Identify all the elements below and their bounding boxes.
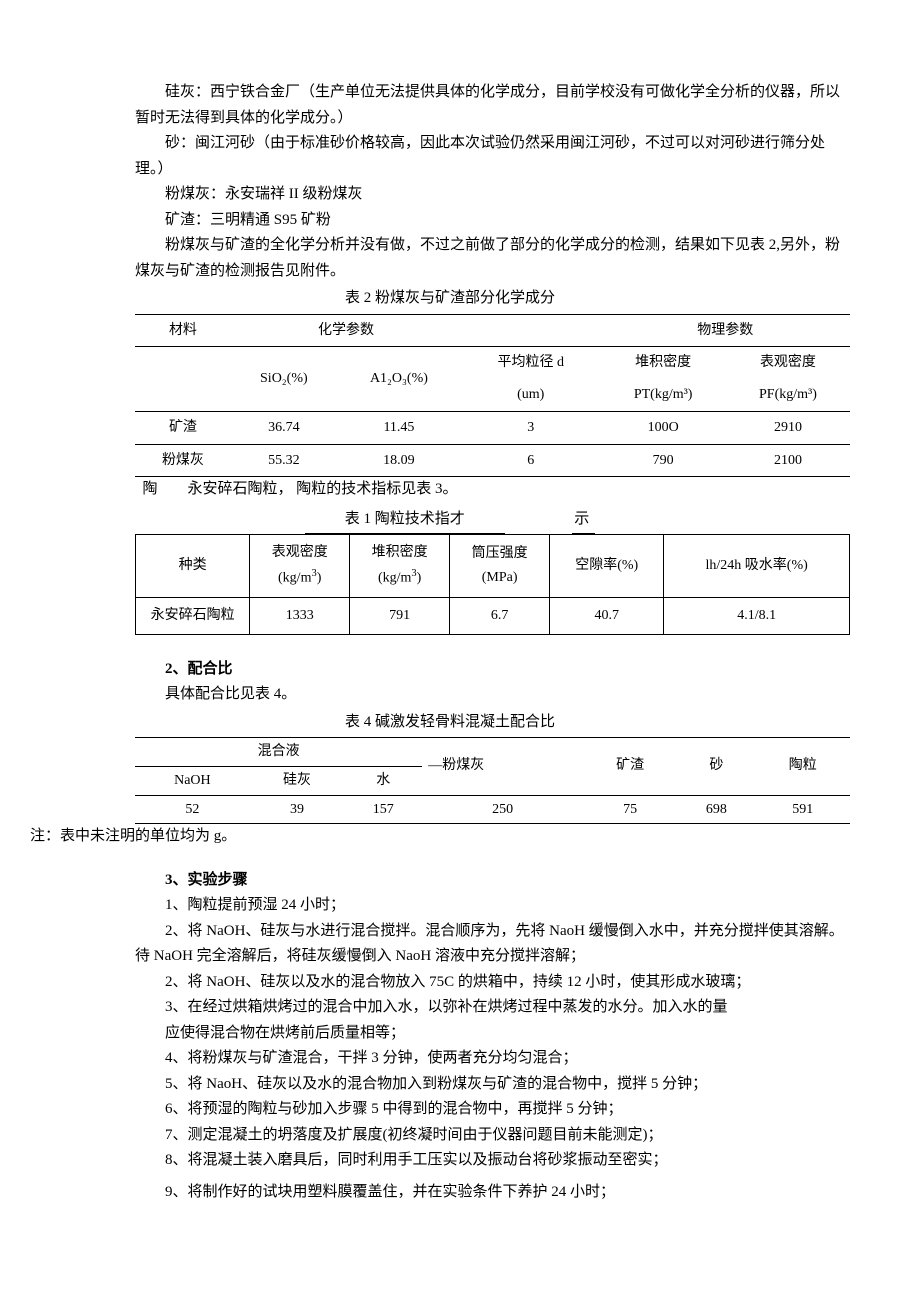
table4-col-tao: 陶粒 [755,738,850,796]
table4-row-water: 157 [344,795,422,824]
section3-item-4: 应使得混合物在烘烤前后质量相等； [135,1021,850,1047]
table2-col-app-a: 表观密度 [726,347,850,379]
table4-col-naoh: NaOH [135,766,250,795]
table4-col-mix: 混合液 [135,738,422,767]
section2-heading: 2、配合比 [135,657,850,683]
section3-item-2: 2、将 NaOH、硅灰以及水的混合物放入 75C 的烘箱中，持续 12 小时，使… [135,970,850,996]
table2-col-chem: 化学参数 [231,314,461,347]
tao-line: 陶 永安碎石陶粒， 陶粒的技术指标见表 3。 [135,477,850,503]
section3-item-0: 1、陶粒提前预湿 24 小时； [135,893,850,919]
table2-r0-d: 3 [461,411,600,444]
section3-item-9: 8、将混凝土装入磨具后，同时利用手工压实以及振动台将砂浆振动至密实； [135,1148,850,1174]
intro-p1: 硅灰：西宁铁合金厂（生产单位无法提供具体的化学成分，目前学校没有可做化学全分析的… [135,80,850,131]
table4-row-slag: 75 [583,795,678,824]
table1-row-comp: 6.7 [450,597,550,634]
table2-col-material: 材料 [135,314,231,347]
intro-p4: 矿渣：三明精通 S95 矿粉 [135,208,850,234]
intro-p5: 粉煤灰与矿渣的全化学分析并没有做，不过之前做了部分的化学成分的检测，结果如下见表… [135,233,850,284]
table4-col-si: 硅灰 [250,766,345,795]
table2-col-sio2: SiO₂(%) [231,347,337,412]
tao-char: 陶 [135,477,165,503]
table2-col-al2o3: A1₂O₃(%) [337,347,461,412]
table4-col-water: 水 [344,766,422,795]
table2-title: 表 2 粉煤灰与矿渣部分化学成分 [30,286,870,312]
table4: 混合液 —粉煤灰 矿渣 砂 陶粒 NaOH 硅灰 水 52 39 157 250… [135,737,850,824]
table1-col-abs: lh/24h 吸水率(%) [664,535,850,597]
table4-row-flyash: 250 [422,795,583,824]
section3-item-10: 9、将制作好的试块用塑料膜覆盖住，并在实验条件下养护 24 小时； [135,1180,850,1206]
table2-col-bulk-b: PT(kg/m³) [600,379,725,411]
section3-item-3: 3、在经过烘箱烘烤过的混合中加入水，以弥补在烘烤过程中蒸发的水分。加入水的量 [135,995,850,1021]
table4-wrapper: 混合液 —粉煤灰 矿渣 砂 陶粒 NaOH 硅灰 水 52 39 157 250… [135,737,850,824]
table1-col-comp: 筒压强度(MPa) [450,535,550,597]
table2: 材料 化学参数 物理参数 SiO₂(%) A1₂O₃(%) 平均粒径 d 堆积密… [135,314,850,478]
table2-col-d-a: 平均粒径 d [461,347,600,379]
table1-title-a: 表 1 陶粒技术指才 [305,507,505,535]
table1-row-abs: 4.1/8.1 [664,597,850,634]
section2: 2、配合比 具体配合比见表 4。 [135,657,850,708]
section3: 3、实验步骤 1、陶粒提前预湿 24 小时； 2、将 NaOH、硅灰与水进行混合… [135,868,850,1206]
section3-item-7: 6、将预湿的陶粒与砂加入步骤 5 中得到的混合物中，再搅拌 5 分钟； [135,1097,850,1123]
table4-col-flyash: —粉煤灰 [422,738,583,796]
table1-row-bulk: 791 [350,597,450,634]
table2-r0-app: 2910 [726,411,850,444]
section3-heading: 3、实验步骤 [135,868,850,894]
section3-item-6: 5、将 NaoH、硅灰以及水的混合物加入到粉煤灰与矿渣的混合物中，搅拌 5 分钟… [135,1072,850,1098]
table1-row-void: 40.7 [550,597,664,634]
table2-col-bulk-a: 堆积密度 [600,347,725,379]
table4-row-sand: 698 [677,795,755,824]
tao-desc: 永安碎石陶粒， 陶粒的技术指标见表 3。 [188,481,458,497]
table1-col-void: 空隙率(%) [550,535,664,597]
table2-r1-mat: 粉煤灰 [135,444,231,477]
section3-item-5: 4、将粉煤灰与矿渣混合，干拌 3 分钟，使两者充分均匀混合； [135,1046,850,1072]
intro-p3: 粉煤灰：永安瑞祥 II 级粉煤灰 [135,182,850,208]
intro-p2: 砂：闽江河砂（由于标准砂价格较高，因此本次试验仍然采用闽江河砂，不过可以对河砂进… [135,131,850,182]
table4-row-naoh: 52 [135,795,250,824]
table2-col-app-b: PF(kg/m³) [726,379,850,411]
table2-r1-al2o3: 18.09 [337,444,461,477]
table2-wrapper: 材料 化学参数 物理参数 SiO₂(%) A1₂O₃(%) 平均粒径 d 堆积密… [135,314,850,478]
table1: 种类 表观密度(kg/m3) 堆积密度(kg/m3) 筒压强度(MPa) 空隙率… [135,534,850,634]
table1-col-app: 表观密度(kg/m3) [250,535,350,597]
table2-r0-al2o3: 11.45 [337,411,461,444]
table1-title: 表 1 陶粒技术指才 示 [30,507,870,535]
table2-col-d-b: (um) [461,379,600,411]
table2-r1-d: 6 [461,444,600,477]
table1-col-type: 种类 [136,535,250,597]
intro-block: 硅灰：西宁铁合金厂（生产单位无法提供具体的化学成分，目前学校没有可做化学全分析的… [135,80,850,284]
table4-row-tao: 591 [755,795,850,824]
table2-r0-mat: 矿渣 [135,411,231,444]
table1-title-b: 示 [572,507,595,535]
table2-r1-sio2: 55.32 [231,444,337,477]
table1-row-app: 1333 [250,597,350,634]
section3-item-8: 7、测定混凝土的坍落度及扩展度(初终凝时间由于仪器问题目前未能测定)； [135,1123,850,1149]
table4-title: 表 4 碱激发轻骨料混凝土配合比 [30,710,870,736]
table4-note: 注：表中未注明的单位均为 g。 [30,824,870,850]
table4-col-sand: 砂 [677,738,755,796]
section2-text: 具体配合比见表 4。 [135,682,850,708]
table1-row-type: 永安碎石陶粒 [136,597,250,634]
table4-col-slag: 矿渣 [583,738,678,796]
table2-r1-bulk: 790 [600,444,725,477]
table2-r0-bulk: 100O [600,411,725,444]
section3-item-1: 2、将 NaOH、硅灰与水进行混合搅拌。混合顺序为，先将 NaoH 缓慢倒入水中… [135,919,850,970]
table1-wrapper: 种类 表观密度(kg/m3) 堆积密度(kg/m3) 筒压强度(MPa) 空隙率… [135,534,850,634]
table2-r1-app: 2100 [726,444,850,477]
table2-col-phys: 物理参数 [600,314,850,347]
table4-row-si: 39 [250,795,345,824]
table1-col-bulk: 堆积密度(kg/m3) [350,535,450,597]
table2-r0-sio2: 36.74 [231,411,337,444]
